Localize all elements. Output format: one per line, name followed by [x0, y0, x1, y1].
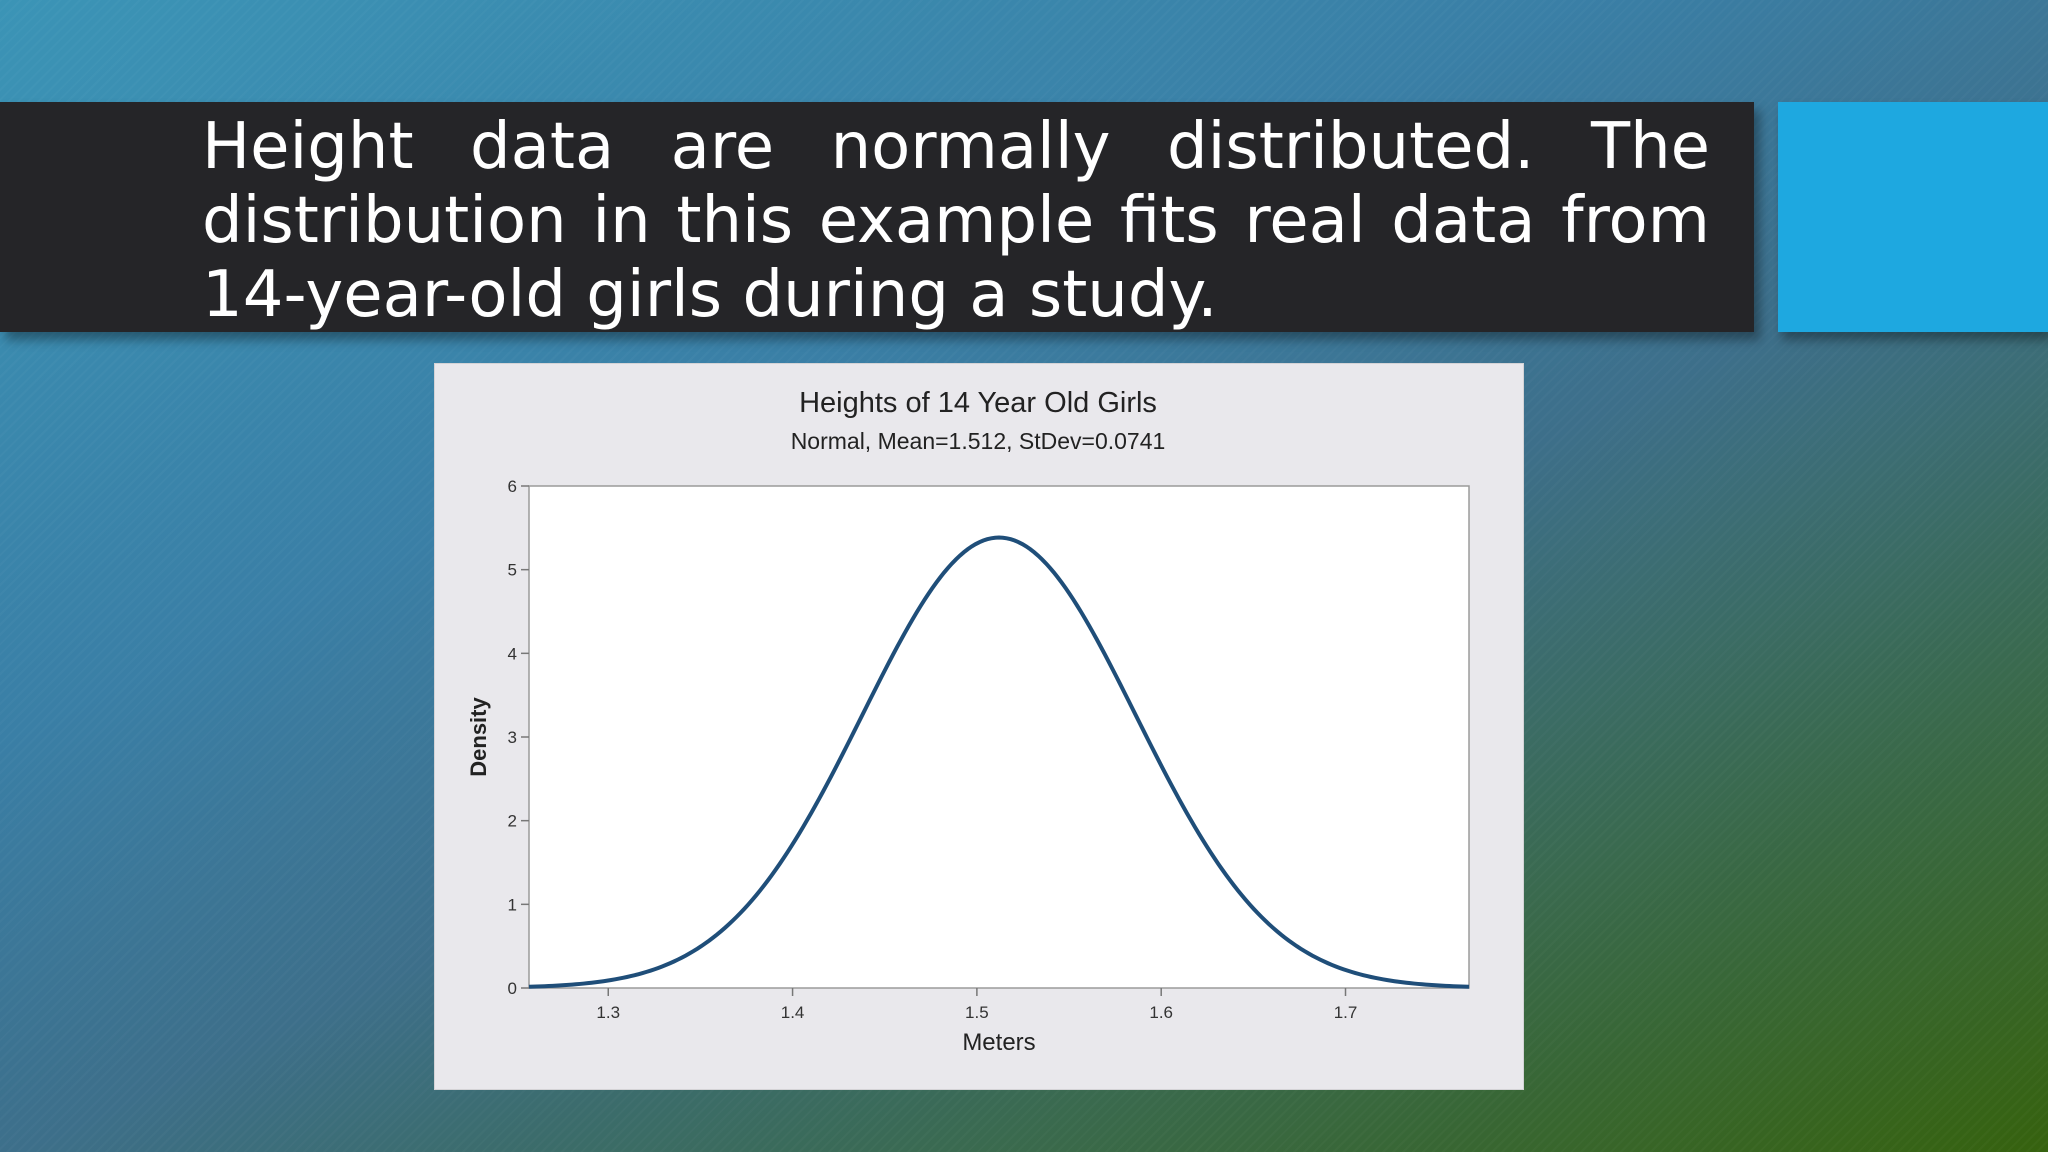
x-tick-label: 1.7 [1334, 1003, 1358, 1022]
x-tick-label: 1.6 [1149, 1003, 1173, 1022]
chart-subtitle: Normal, Mean=1.512, StDev=0.0741 [791, 428, 1166, 454]
y-tick-label: 0 [508, 979, 517, 998]
title-band [0, 102, 1754, 332]
y-axis-label: Density [466, 697, 491, 777]
y-tick-label: 5 [508, 561, 517, 580]
slide-heading: Height data are normally distributed. Th… [202, 110, 1710, 332]
plot-area [528, 485, 1470, 989]
chart-title: Heights of 14 Year Old Girls [799, 387, 1157, 419]
y-tick-label: 1 [508, 895, 517, 914]
y-tick-label: 4 [508, 644, 517, 663]
x-tick-label: 1.5 [965, 1003, 989, 1022]
axis-layer: 0 1 2 3 4 5 6 1.3 1.4 1.5 1.6 1.7 [508, 477, 1358, 1022]
x-axis-label: Meters [962, 1029, 1035, 1056]
chart-panel: Heights of 14 Year Old Girls Normal, Mea… [434, 363, 1524, 1090]
accent-block [1778, 102, 2048, 332]
y-tick-label: 2 [508, 812, 517, 831]
y-tick-label: 3 [508, 728, 517, 747]
density-chart: Heights of 14 Year Old Girls Normal, Mea… [466, 387, 1470, 1056]
density-curve [528, 535, 1470, 989]
x-tick-label: 1.3 [596, 1003, 620, 1022]
x-tick-label: 1.4 [781, 1003, 805, 1022]
y-tick-label: 6 [508, 477, 517, 496]
